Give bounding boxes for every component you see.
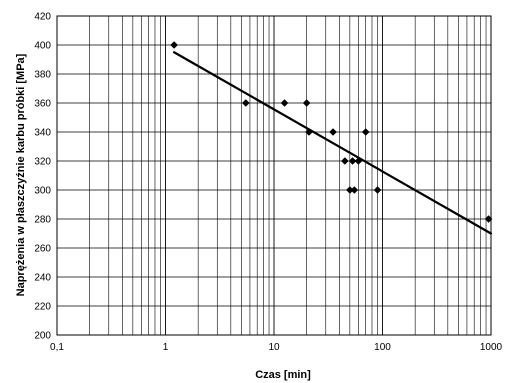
tick-labels: 200 220 240 260 280 300 320 340 360 380 400 420 0,1 1… bbox=[34, 12, 502, 354]
y-axis-title: Naprężenia w płaszczyźnie karbu próbki [… bbox=[15, 53, 27, 296]
y-tick-label: 340 bbox=[34, 128, 51, 139]
x-tick-label: 10 bbox=[268, 342, 280, 353]
data-point bbox=[350, 186, 359, 194]
data-point bbox=[341, 157, 349, 165]
x-tick-label: 1 bbox=[163, 342, 169, 353]
grid bbox=[56, 15, 492, 336]
y-tick-label: 320 bbox=[34, 157, 51, 168]
data-point bbox=[346, 186, 354, 194]
y-tick-label: 220 bbox=[34, 302, 51, 313]
x-tick-label: 100 bbox=[374, 342, 391, 353]
data-point bbox=[242, 99, 250, 107]
data-point bbox=[373, 186, 382, 194]
x-tick-label: 0,1 bbox=[50, 342, 64, 353]
y-tick-label: 420 bbox=[34, 12, 51, 23]
plot-data bbox=[170, 41, 493, 235]
trend-line bbox=[172, 51, 493, 235]
y-tick-label: 360 bbox=[34, 99, 51, 110]
y-tick-label: 400 bbox=[34, 41, 51, 52]
y-tick-label: 240 bbox=[34, 273, 51, 284]
data-point bbox=[280, 99, 289, 107]
y-tick-label: 200 bbox=[34, 331, 51, 342]
data-point bbox=[361, 128, 370, 136]
data-point bbox=[348, 157, 357, 165]
x-axis-title: Czas [min] bbox=[255, 369, 311, 381]
data-point bbox=[329, 128, 337, 136]
y-tick-label: 380 bbox=[34, 70, 51, 81]
data-point bbox=[302, 99, 311, 107]
y-tick-label: 260 bbox=[34, 244, 51, 255]
data-point bbox=[305, 128, 313, 136]
y-tick-label: 300 bbox=[34, 186, 51, 197]
data-point bbox=[484, 215, 493, 223]
data-point bbox=[170, 41, 178, 49]
plot-frame bbox=[56, 15, 492, 336]
x-tick-label: 1000 bbox=[480, 342, 503, 353]
y-tick-label: 280 bbox=[34, 215, 51, 226]
